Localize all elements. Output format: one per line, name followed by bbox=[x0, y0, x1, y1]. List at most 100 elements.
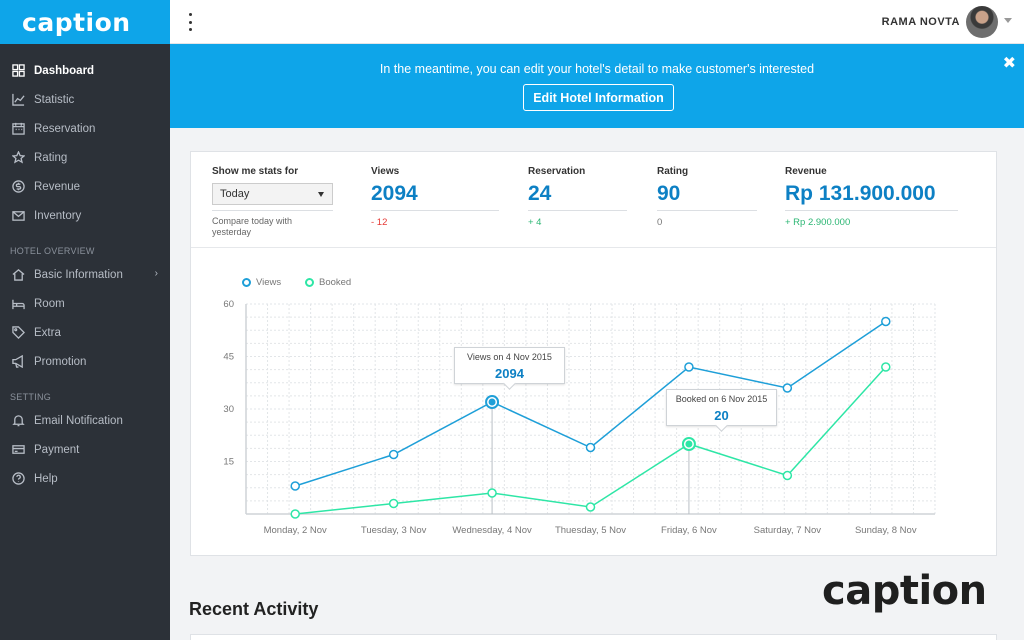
period-select[interactable]: Today bbox=[212, 183, 333, 205]
x-tick-label: Friday, 6 Nov bbox=[661, 525, 717, 536]
close-icon[interactable]: ✖ bbox=[1002, 55, 1016, 72]
user-name[interactable]: RAMA NOVTA bbox=[881, 16, 960, 28]
legend-views-dot bbox=[242, 278, 251, 287]
info-banner: In the meantime, you can edit your hotel… bbox=[170, 44, 1024, 128]
tooltip-title: Booked on 6 Nov 2015 bbox=[675, 394, 768, 404]
revenue-value: Rp 131.900.000 bbox=[785, 182, 936, 205]
y-tick-label: 15 bbox=[223, 457, 234, 468]
chevron-right-icon: › bbox=[154, 268, 158, 279]
sidebar-item-extra[interactable]: Extra bbox=[0, 318, 170, 347]
y-tick-label: 60 bbox=[223, 299, 234, 310]
sidebar-item-label: Extra bbox=[34, 326, 61, 339]
sidebar-item-rating[interactable]: Rating bbox=[0, 143, 170, 172]
section-setting: SETTING bbox=[10, 392, 52, 402]
divider bbox=[371, 210, 499, 211]
sidebar-item-label: Reservation bbox=[34, 122, 96, 135]
sidebar-item-label: Inventory bbox=[34, 209, 82, 222]
x-tick-label: Monday, 2 Nov bbox=[264, 525, 327, 536]
question-icon bbox=[10, 471, 26, 487]
period-select-value: Today bbox=[220, 188, 250, 200]
divider bbox=[785, 210, 958, 211]
sidebar-item-label: Email Notification bbox=[34, 414, 123, 427]
legend-views[interactable]: Views bbox=[242, 277, 281, 288]
sidebar-item-label: Room bbox=[34, 297, 65, 310]
rating-label: Rating bbox=[657, 166, 689, 177]
sidebar-nav: Dashboard Statistic Reservation Rating R… bbox=[0, 44, 170, 493]
legend-booked[interactable]: Booked bbox=[305, 277, 351, 288]
sidebar-item-label: Rating bbox=[34, 151, 68, 164]
banner-message: In the meantime, you can edit your hotel… bbox=[379, 62, 815, 76]
views-value: 2094 bbox=[371, 182, 418, 205]
sidebar-item-help[interactable]: Help bbox=[0, 464, 170, 493]
rating-value: 90 bbox=[657, 182, 681, 205]
x-tick-label: Saturday, 7 Nov bbox=[754, 525, 822, 536]
envelope-icon bbox=[10, 208, 26, 224]
rating-delta: 0 bbox=[657, 217, 663, 228]
views-tooltip: Views on 4 Nov 2015 2094 bbox=[454, 347, 565, 384]
booked-tooltip: Booked on 6 Nov 2015 20 bbox=[666, 389, 777, 426]
x-tick-label: Sunday, 8 Nov bbox=[855, 525, 917, 536]
sidebar-item-email-notification[interactable]: Email Notification bbox=[0, 406, 170, 435]
caret-down-icon bbox=[318, 192, 324, 197]
x-tick-label: Wednesday, 4 Nov bbox=[452, 525, 532, 536]
data-point bbox=[782, 470, 793, 481]
sidebar-item-inventory[interactable]: Inventory bbox=[0, 201, 170, 230]
divider bbox=[212, 210, 333, 211]
sidebar-item-room[interactable]: Room bbox=[0, 289, 170, 318]
reservation-value: 24 bbox=[528, 182, 552, 205]
y-tick-label: 30 bbox=[223, 404, 234, 415]
recent-activity-title: Recent Activity bbox=[189, 599, 319, 619]
data-point bbox=[585, 502, 596, 512]
home-icon bbox=[10, 267, 26, 283]
topbar: RAMA NOVTA bbox=[170, 0, 1024, 44]
stats-card: Show me stats for Today Compare today wi… bbox=[190, 151, 997, 556]
stats-row: Show me stats for Today Compare today wi… bbox=[191, 152, 996, 248]
star-icon bbox=[10, 150, 26, 166]
compare-text: Compare today with yesterday bbox=[212, 216, 293, 237]
sidebar-item-payment[interactable]: Payment bbox=[0, 435, 170, 464]
bed-icon bbox=[10, 296, 26, 312]
data-point bbox=[487, 488, 497, 498]
views-delta: - 12 bbox=[371, 217, 388, 228]
data-point bbox=[684, 362, 694, 372]
tooltip-title: Views on 4 Nov 2015 bbox=[467, 352, 552, 362]
data-point bbox=[388, 498, 399, 509]
legend-booked-label: Booked bbox=[319, 277, 352, 288]
brand-logo-large: caption bbox=[822, 568, 987, 614]
sidebar-item-reservation[interactable]: Reservation bbox=[0, 114, 170, 143]
sidebar-item-revenue[interactable]: Revenue bbox=[0, 172, 170, 201]
legend-views-label: Views bbox=[256, 277, 282, 288]
reservation-delta: + 4 bbox=[528, 217, 542, 228]
tooltip-value: 2094 bbox=[495, 366, 524, 381]
dollar-circle-icon bbox=[10, 179, 26, 195]
sidebar: caption Dashboard Statistic Reservation … bbox=[0, 0, 170, 640]
megaphone-icon bbox=[10, 354, 26, 370]
sidebar-item-label: Statistic bbox=[34, 93, 75, 106]
revenue-delta: + Rp 2.900.000 bbox=[785, 217, 851, 228]
reservation-label: Reservation bbox=[528, 166, 586, 177]
tag-icon bbox=[10, 325, 26, 341]
legend-booked-dot bbox=[305, 278, 314, 287]
data-point bbox=[881, 316, 891, 327]
views-label: Views bbox=[371, 166, 400, 177]
data-point-highlight-core bbox=[685, 440, 693, 448]
sidebar-item-basic-information[interactable]: Basic Information › bbox=[0, 260, 170, 289]
data-point bbox=[290, 481, 300, 491]
kebab-menu-icon[interactable] bbox=[186, 13, 194, 31]
calendar-icon bbox=[10, 121, 26, 137]
x-tick-label: Thuesday, 5 Nov bbox=[555, 525, 626, 536]
sidebar-item-dashboard[interactable]: Dashboard bbox=[0, 56, 170, 85]
avatar[interactable] bbox=[966, 6, 998, 38]
edit-hotel-information-button[interactable]: Edit Hotel Information bbox=[523, 84, 674, 111]
logo-text: caption bbox=[822, 568, 987, 614]
caret-down-icon[interactable] bbox=[1004, 18, 1012, 23]
bell-icon bbox=[10, 413, 26, 429]
app-logo[interactable]: caption bbox=[22, 7, 131, 37]
sidebar-item-label: Dashboard bbox=[34, 64, 95, 77]
section-hotel-overview: HOTEL OVERVIEW bbox=[10, 246, 95, 256]
sidebar-item-statistic[interactable]: Statistic bbox=[0, 85, 170, 114]
brand-bar: caption bbox=[0, 0, 170, 44]
sidebar-item-promotion[interactable]: Promotion bbox=[0, 347, 170, 376]
revenue-label: Revenue bbox=[785, 166, 827, 177]
sidebar-item-label: Revenue bbox=[34, 180, 81, 193]
